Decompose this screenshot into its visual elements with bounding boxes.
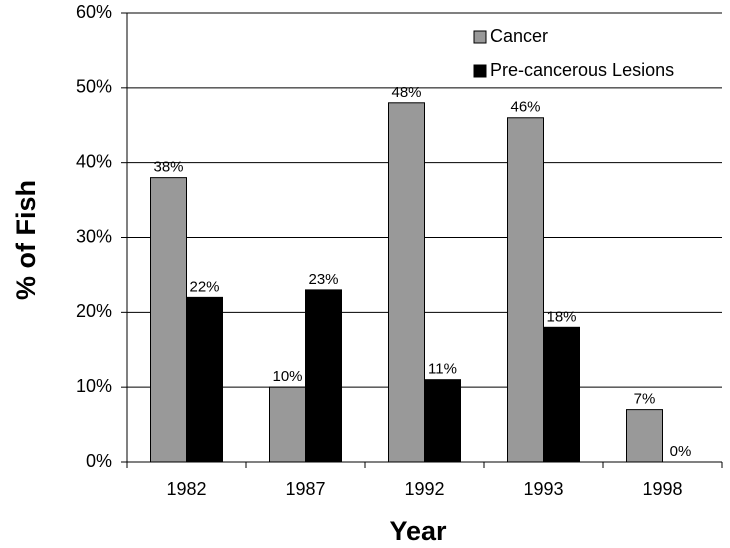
value-label: 22%	[189, 278, 219, 295]
x-tick-label: 1987	[285, 479, 325, 499]
bar	[543, 326, 580, 463]
y-tick-label: 30%	[76, 226, 112, 246]
value-label: 38%	[153, 159, 183, 176]
value-label: 23%	[308, 271, 338, 288]
y-tick-label: 40%	[76, 151, 112, 171]
bar	[507, 117, 544, 463]
y-tick-label: 0%	[86, 451, 112, 471]
value-label: 46%	[510, 99, 540, 116]
bar	[269, 386, 306, 463]
y-tick-label: 60%	[76, 2, 112, 22]
value-label: 18%	[546, 308, 576, 325]
y-tick-label: 50%	[76, 77, 112, 97]
value-label: 11%	[428, 361, 457, 378]
value-label: 48%	[391, 84, 421, 101]
bar	[626, 409, 663, 463]
legend-label: Pre-cancerous Lesions	[490, 60, 674, 80]
bar	[424, 379, 461, 463]
bar	[305, 289, 342, 463]
value-label: 0%	[670, 443, 692, 460]
bar	[150, 177, 187, 463]
y-tick-label: 20%	[76, 301, 112, 321]
x-tick-label: 1998	[642, 479, 682, 499]
value-label: 10%	[272, 368, 302, 385]
y-axis-title: % of Fish	[11, 180, 41, 300]
bar	[388, 102, 425, 463]
legend-swatch	[473, 30, 487, 44]
y-tick-label: 10%	[76, 376, 112, 396]
bar	[186, 296, 223, 463]
legend-label: Cancer	[490, 26, 548, 46]
value-label: 7%	[634, 391, 656, 408]
x-tick-label: 1982	[166, 479, 206, 499]
x-tick-label: 1993	[523, 479, 563, 499]
legend-swatch	[473, 64, 487, 78]
x-axis-title: Year	[389, 516, 447, 546]
x-tick-label: 1992	[404, 479, 444, 499]
